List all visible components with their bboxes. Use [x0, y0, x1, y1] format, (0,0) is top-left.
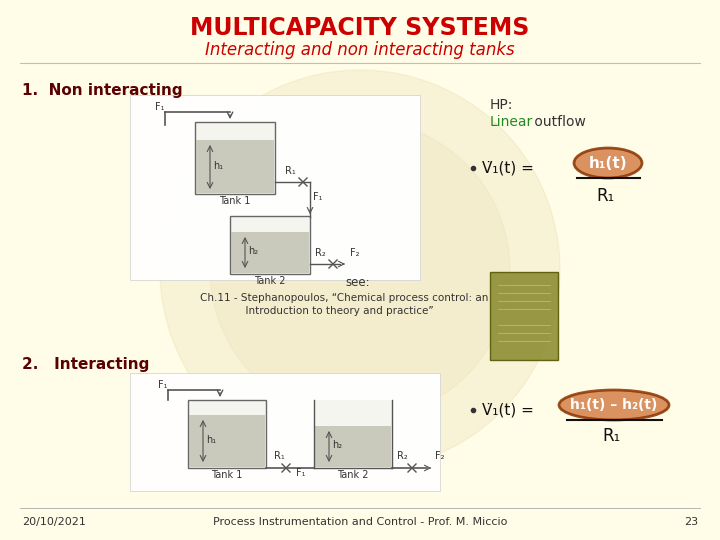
- Text: R₁: R₁: [596, 187, 614, 205]
- Bar: [314, 400, 392, 468]
- Text: h₂: h₂: [332, 440, 342, 450]
- Circle shape: [160, 70, 560, 470]
- Text: see:: see:: [345, 275, 369, 288]
- Text: R₁: R₁: [274, 451, 284, 461]
- Bar: [130, 373, 440, 491]
- Text: V̇₁(t) =: V̇₁(t) =: [482, 402, 534, 417]
- Bar: [189, 415, 265, 467]
- Text: F₁: F₁: [313, 192, 323, 202]
- Text: Interacting and non interacting tanks: Interacting and non interacting tanks: [205, 41, 515, 59]
- Text: Ch.11 - Stephanopoulos, “Chemical process control: an: Ch.11 - Stephanopoulos, “Chemical proces…: [200, 293, 488, 303]
- Bar: [196, 140, 274, 193]
- Text: Introduction to theory and practice”: Introduction to theory and practice”: [200, 306, 433, 316]
- Text: 20/10/2021: 20/10/2021: [22, 517, 86, 527]
- Bar: [130, 95, 420, 280]
- Ellipse shape: [559, 390, 669, 420]
- Text: F₂: F₂: [435, 451, 444, 461]
- Text: Tank 2: Tank 2: [337, 470, 369, 480]
- Text: h₁: h₁: [206, 435, 216, 445]
- Text: F₂: F₂: [350, 248, 359, 258]
- Text: R₂: R₂: [397, 451, 408, 461]
- Bar: [230, 216, 310, 274]
- Bar: [188, 400, 266, 468]
- Text: h₁: h₁: [213, 161, 223, 171]
- Text: h₁(t) – h₂(t): h₁(t) – h₂(t): [570, 398, 657, 412]
- Text: F₁: F₁: [158, 380, 168, 390]
- Text: F₁: F₁: [155, 102, 164, 112]
- Bar: [195, 122, 275, 194]
- Text: 2.   Interacting: 2. Interacting: [22, 357, 149, 373]
- Text: Tank 1: Tank 1: [211, 470, 243, 480]
- Bar: [490, 272, 558, 360]
- Text: R₂: R₂: [315, 248, 325, 258]
- Text: HP:: HP:: [490, 98, 513, 112]
- Text: 23: 23: [684, 517, 698, 527]
- Bar: [231, 232, 309, 273]
- Text: F₁: F₁: [296, 468, 305, 478]
- Text: Process Instrumentation and Control - Prof. M. Miccio: Process Instrumentation and Control - Pr…: [213, 517, 507, 527]
- Text: V̇₁(t) =: V̇₁(t) =: [482, 160, 534, 176]
- Text: h₂: h₂: [248, 246, 258, 256]
- Circle shape: [210, 120, 510, 420]
- Text: h₁(t): h₁(t): [589, 156, 627, 171]
- Ellipse shape: [574, 148, 642, 178]
- Text: 1.  Non interacting: 1. Non interacting: [22, 83, 183, 98]
- Text: R₁: R₁: [602, 427, 620, 445]
- Text: Linear: Linear: [490, 115, 534, 129]
- Text: Tank 1: Tank 1: [220, 196, 251, 206]
- Text: Tank 2: Tank 2: [254, 276, 286, 286]
- Text: MULTICAPACITY SYSTEMS: MULTICAPACITY SYSTEMS: [190, 16, 530, 40]
- Text: outflow: outflow: [530, 115, 586, 129]
- Text: R₁: R₁: [285, 166, 296, 176]
- Bar: [315, 426, 391, 467]
